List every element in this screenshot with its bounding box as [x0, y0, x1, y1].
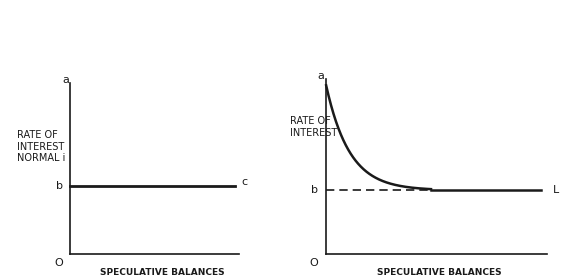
Text: SPECULATIVE BALANCES: SPECULATIVE BALANCES	[377, 268, 501, 275]
Text: O: O	[309, 258, 318, 268]
Text: a: a	[317, 72, 324, 81]
Text: RATE OF
INTEREST: RATE OF INTEREST	[290, 116, 338, 138]
Text: a: a	[62, 75, 69, 85]
Text: c: c	[242, 177, 248, 187]
Text: SPECULATIVE BALANCES: SPECULATIVE BALANCES	[100, 268, 224, 275]
Text: b: b	[56, 181, 63, 191]
Text: O: O	[55, 258, 63, 268]
Text: RATE OF
INTEREST
NORMAL i: RATE OF INTEREST NORMAL i	[17, 130, 66, 163]
Text: L: L	[553, 185, 559, 195]
Text: b: b	[311, 185, 318, 195]
